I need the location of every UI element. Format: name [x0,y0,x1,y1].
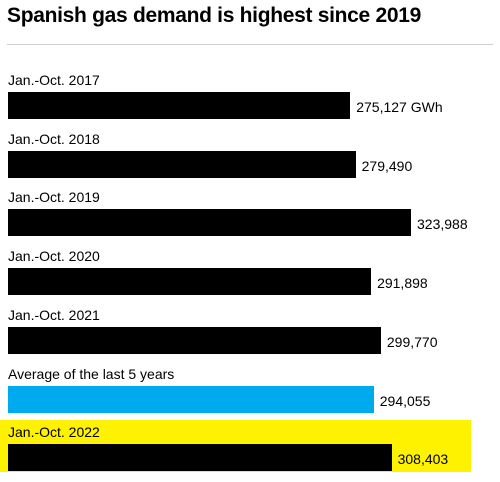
bar [8,444,392,472]
value-label: 275,127 GWh [356,99,443,115]
category-label: Jan.-Oct. 2020 [8,248,100,265]
category-label: Average of the last 5 years [8,365,175,382]
category-label: Jan.-Oct. 2022 [8,424,100,441]
chart-title: Spanish gas demand is highest since 2019 [7,4,421,27]
value-label: 294,055 [379,392,431,409]
value-label: 291,898 [377,275,428,292]
bar [8,92,351,119]
category-label: Jan.-Oct. 2017 [8,72,100,88]
bar [8,150,356,178]
category-label: Jan.-Oct. 2021 [8,306,100,323]
bar [8,209,411,237]
value-label: 308,403 [397,451,449,468]
category-label: Jan.-Oct. 2019 [8,189,100,206]
value-label: 279,490 [361,157,413,174]
value-label: 323,988 [417,216,468,233]
category-label: Jan.-Oct. 2018 [8,130,100,147]
title-divider [7,44,493,45]
average-bar [8,385,374,413]
bar [8,268,372,296]
value-label: 299,770 [386,333,438,350]
bar [8,326,381,354]
